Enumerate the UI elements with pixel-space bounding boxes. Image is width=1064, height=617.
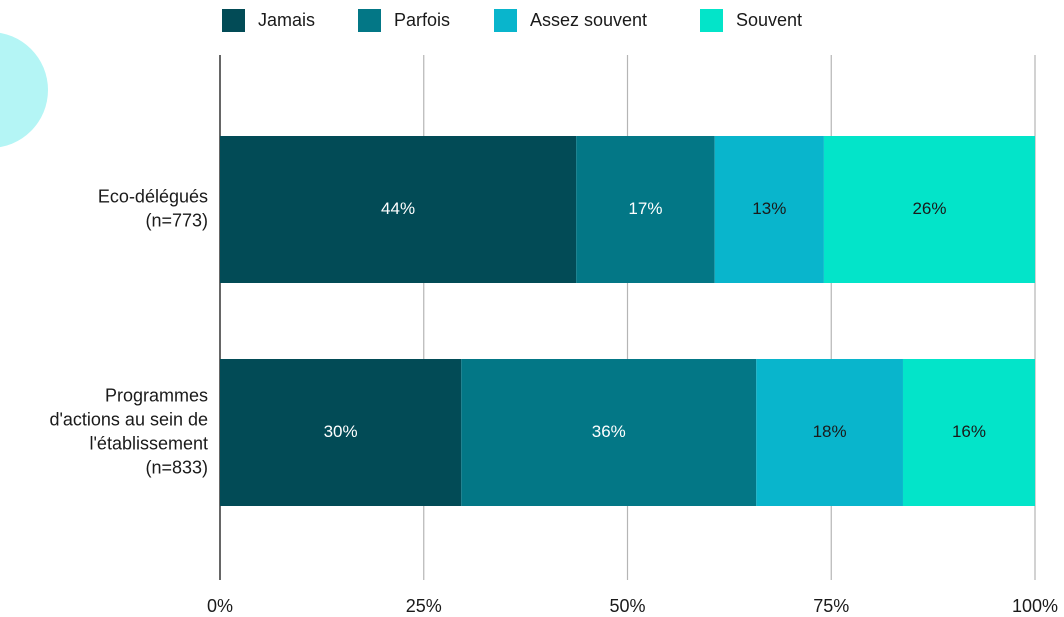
- value-label: 26%: [912, 199, 946, 218]
- legend-label: Assez souvent: [530, 10, 647, 30]
- value-label: 16%: [952, 422, 986, 441]
- bar-segment: [576, 136, 715, 283]
- legend-swatch: [494, 9, 517, 32]
- value-label: 13%: [752, 199, 786, 218]
- y-tick-line: (n=833): [145, 457, 208, 477]
- value-label: 30%: [324, 422, 358, 441]
- bar-segment: [220, 359, 462, 506]
- legend-swatch: [700, 9, 723, 32]
- y-tick-line: Programmes: [105, 385, 208, 405]
- y-tick-line: Eco-délégués: [98, 186, 208, 206]
- bar-segment: [756, 359, 903, 506]
- y-tick-line: (n=773): [145, 210, 208, 230]
- legend-swatch: [222, 9, 245, 32]
- bar-segment: [220, 136, 577, 283]
- x-tick-label: 0%: [207, 596, 233, 616]
- x-tick-label: 100%: [1012, 596, 1058, 616]
- bar-segment: [714, 136, 824, 283]
- y-tick-label: Eco-délégués (n=773): [98, 186, 208, 230]
- value-label: 36%: [592, 422, 626, 441]
- y-tick-label: Programmes d'actions au sein de l'établiss…: [49, 385, 208, 477]
- x-tick-label: 25%: [406, 596, 442, 616]
- value-label: 17%: [628, 199, 662, 218]
- bar-segment: [902, 359, 1035, 506]
- legend-label: Parfois: [394, 10, 450, 30]
- decoration: [0, 32, 48, 148]
- x-tick-label: 75%: [813, 596, 849, 616]
- legend-label: Jamais: [258, 10, 315, 30]
- bar-segment: [823, 136, 1035, 283]
- y-tick-line: d'actions au sein de: [49, 409, 208, 429]
- legend-label: Souvent: [736, 10, 802, 30]
- value-label: 44%: [381, 199, 415, 218]
- bar-segment: [461, 359, 757, 506]
- legend-swatch: [358, 9, 381, 32]
- value-label: 18%: [813, 422, 847, 441]
- x-tick-label: 50%: [609, 596, 645, 616]
- y-tick-line: l'établissement: [90, 433, 209, 453]
